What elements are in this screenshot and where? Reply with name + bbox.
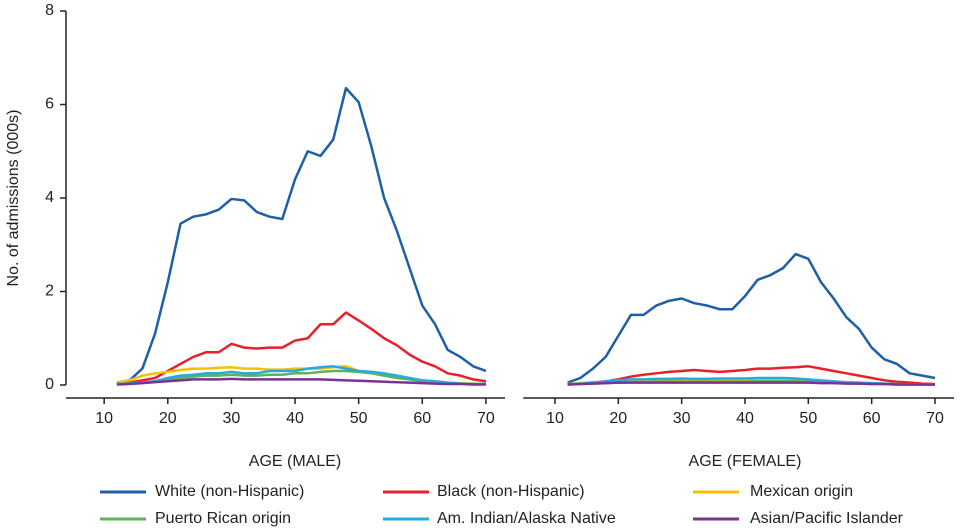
y-tick-label: 6 — [45, 96, 54, 113]
series-line — [116, 377, 486, 386]
x-tick-label: 60 — [863, 410, 881, 427]
x-tick-label: 70 — [477, 410, 495, 427]
y-tick-label: 0 — [45, 376, 54, 393]
series-line — [567, 252, 936, 384]
x-tick-label: 20 — [159, 410, 177, 427]
series-line — [567, 365, 936, 386]
series-line — [116, 311, 487, 386]
x-tick-label: 40 — [736, 410, 754, 427]
x-tick-label: 30 — [223, 410, 241, 427]
series-line — [567, 381, 935, 386]
x-tick-label: 20 — [609, 410, 627, 427]
x-tick-label: 40 — [286, 410, 304, 427]
series-line — [116, 86, 487, 384]
x-tick-label: 30 — [673, 410, 691, 427]
x-tick-label: 50 — [350, 410, 368, 427]
x-tick-label: 50 — [799, 410, 817, 427]
legend-label: Puerto Rican origin — [155, 510, 291, 527]
legend-label: Am. Indian/Alaska Native — [437, 510, 616, 527]
series-line — [116, 365, 486, 386]
x-tick-label: 70 — [926, 410, 944, 427]
y-tick-label: 4 — [45, 189, 54, 206]
legend-label: White (non-Hispanic) — [155, 483, 304, 500]
x-axis-label: AGE (MALE) — [249, 453, 341, 470]
y-axis-label: No. of admissions (000s) — [5, 110, 22, 287]
x-axis-label: AGE (FEMALE) — [689, 453, 802, 470]
y-tick-label: 2 — [45, 283, 54, 300]
y-tick-label: 8 — [45, 2, 54, 19]
legend-label: Asian/Pacific Islander — [750, 510, 904, 527]
x-tick-label: 10 — [546, 410, 564, 427]
x-tick-label: 10 — [95, 410, 113, 427]
legend-label: Mexican origin — [750, 483, 853, 500]
legend-label: Black (non-Hispanic) — [437, 483, 585, 500]
x-tick-label: 60 — [413, 410, 431, 427]
